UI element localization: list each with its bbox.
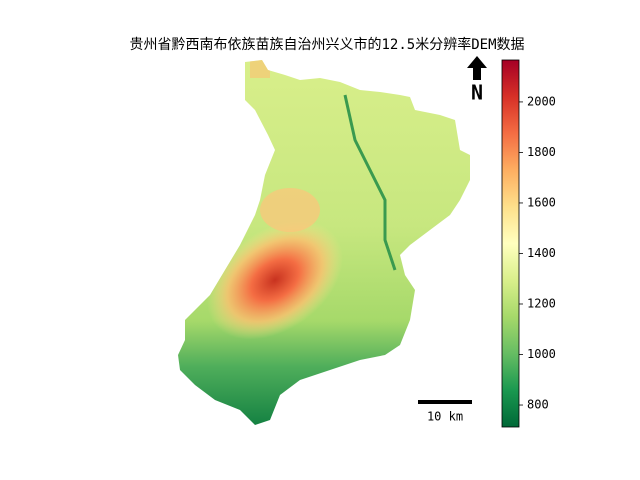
colorbar-tick-label: 1600 [527,195,556,209]
colorbar-tick-label: 800 [527,398,549,412]
north-arrow [467,56,487,80]
dem-map [178,60,470,425]
north-label: N [471,81,483,105]
scale-label: 10 km [427,410,463,424]
map-title: 贵州省黔西南布依族苗族自治州兴义市的12.5米分辨率DEM数据 [130,36,525,53]
colorbar-tick-label: 1400 [527,246,556,260]
colorbar [501,59,520,428]
colorbar-tick-label: 1800 [527,145,556,159]
colorbar-tick-label: 1000 [527,347,556,361]
colorbar-tick-label: 1200 [527,296,556,310]
colorbar-tick-label: 2000 [527,94,556,108]
